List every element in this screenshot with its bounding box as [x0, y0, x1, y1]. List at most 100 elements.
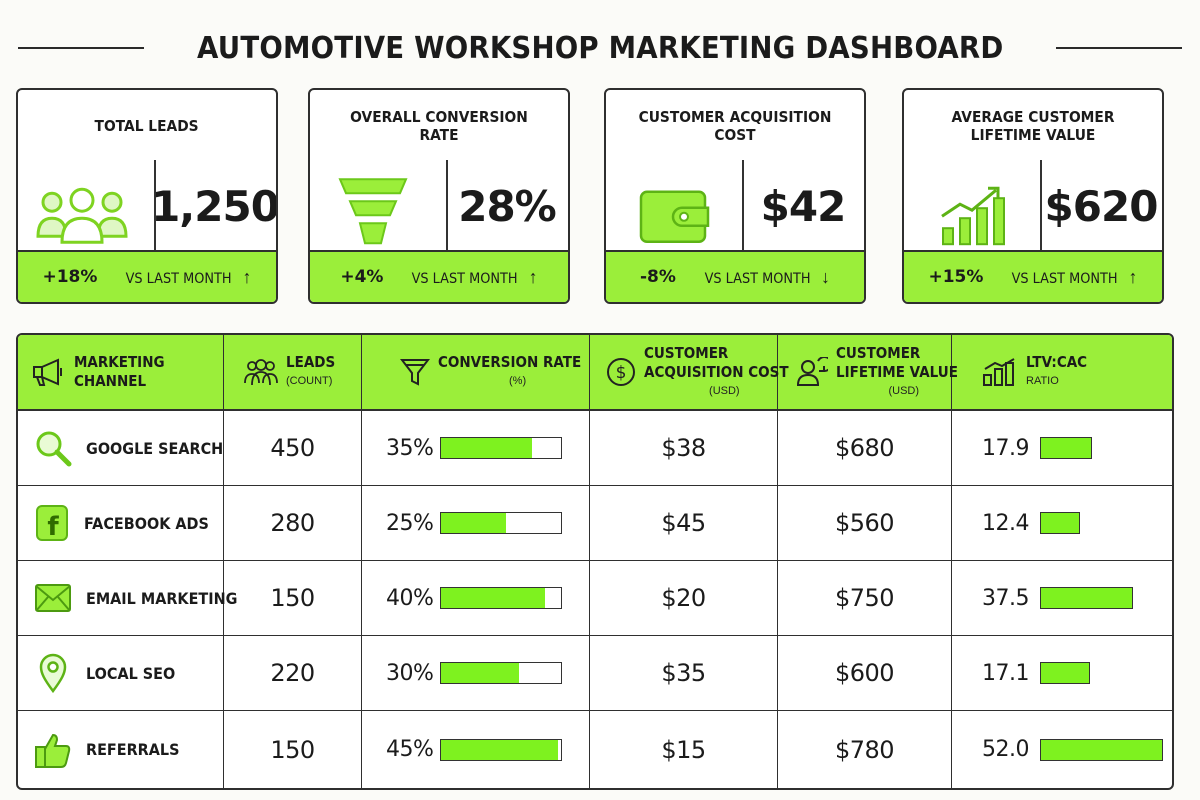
table-row: GOOGLE SEARCH 450 35% $38 $680 17.9 [18, 411, 1172, 486]
channel-label: LOCAL SEO [86, 663, 176, 683]
kpi-value: $620 [1044, 181, 1159, 231]
header-sub: (USD) [888, 384, 920, 397]
growth-chart-icon [940, 184, 1006, 246]
header-ratio: LTV:CAC RATIO [952, 335, 1172, 409]
dollar-icon: $ [606, 357, 636, 387]
header-label: MARKETING [74, 353, 165, 371]
conversion-cell: 25% [362, 486, 590, 560]
ltv-value: $780 [834, 735, 895, 764]
funnel-icon [400, 357, 430, 387]
conversion-value: 25% [386, 510, 434, 536]
header-label: CHANNEL [74, 372, 147, 390]
cac-cell: $20 [590, 561, 778, 635]
leads-cell: 450 [224, 411, 362, 485]
arrow-up-icon: ↑ [1128, 266, 1138, 287]
ratio-value: 17.9 [982, 435, 1029, 461]
leads-cell: 280 [224, 486, 362, 560]
ltv-cell: $560 [778, 486, 952, 560]
title-rule-right [1056, 47, 1183, 49]
ratio-cell: 17.1 [952, 636, 1172, 710]
cac-value: $38 [661, 434, 706, 462]
kpi-divider [446, 160, 448, 252]
kpi-card-conversion-rate: OVERALL CONVERSION RATE 28% +4% VS LAST … [308, 88, 570, 304]
ratio-bar [1040, 437, 1092, 459]
ratio-bar [1040, 587, 1133, 609]
conversion-value: 30% [386, 660, 434, 686]
arrow-up-icon: ↑ [528, 266, 538, 287]
channel-cell: REFERRALS [18, 711, 224, 788]
thumbs-up-icon [34, 731, 72, 769]
header-sub: (USD) [709, 384, 740, 397]
conversion-bar-fill [441, 663, 520, 683]
channel-cell: f FACEBOOK ADS [18, 486, 224, 560]
users-icon [244, 357, 278, 387]
ratio-value: 12.4 [982, 510, 1029, 536]
title-rule-left [18, 47, 144, 49]
header-label: CONVERSION RATE [438, 353, 582, 371]
funnel-icon [338, 175, 408, 247]
megaphone-icon [32, 357, 66, 387]
conversion-value: 45% [386, 737, 434, 762]
conversion-value: 35% [386, 435, 434, 461]
ltv-value: $600 [834, 659, 895, 687]
conversion-bar [440, 662, 562, 684]
conversion-bar-fill [441, 739, 559, 760]
table-header: MARKETING CHANNEL LEADS (COUNT) [18, 335, 1172, 411]
leads-value: 280 [270, 509, 315, 537]
conversion-bar-fill [441, 588, 546, 608]
header-label: LEADS [286, 353, 336, 371]
kpi-vs-label: VS LAST MONTH [704, 270, 811, 287]
kpi-card-acquisition-cost: CUSTOMER ACQUISITION COST $42 -8% VS LAS… [604, 88, 866, 304]
map-pin-icon [34, 653, 72, 693]
kpi-divider [742, 160, 744, 252]
envelope-icon [34, 583, 72, 613]
kpi-card-total-leads: TOTAL LEADS 1,250 +18% VS LAST MONTH ↑ [16, 88, 278, 304]
kpi-change: +15% [928, 267, 984, 287]
kpi-footer: -8% VS LAST MONTH ↓ [606, 250, 864, 302]
ratio-value: 17.1 [982, 660, 1029, 686]
channel-cell: LOCAL SEO [18, 636, 224, 710]
cac-cell: $45 [590, 486, 778, 560]
channel-label: GOOGLE SEARCH [86, 438, 224, 458]
ratio-cell: 17.9 [952, 411, 1172, 485]
header-ltv: CUSTOMER LIFETIME VALUE (USD) [778, 335, 958, 409]
kpi-change: +4% [340, 267, 384, 287]
kpi-footer: +15% VS LAST MONTH ↑ [904, 250, 1162, 302]
ltv-cell: $750 [778, 561, 952, 635]
user-refresh-icon [796, 357, 828, 387]
leads-value: 220 [270, 659, 315, 687]
conversion-bar [440, 512, 562, 534]
arrow-down-icon: ↓ [821, 266, 831, 287]
header-sub: RATIO [1026, 375, 1059, 387]
channel-table: MARKETING CHANNEL LEADS (COUNT) [16, 333, 1174, 790]
header-label: CUSTOMER [644, 343, 729, 362]
wallet-icon [638, 188, 710, 246]
ltv-value: $750 [834, 584, 895, 612]
ratio-value: 52.0 [982, 737, 1029, 762]
ratio-cell: 12.4 [952, 486, 1172, 560]
cac-value: $20 [661, 584, 706, 612]
conversion-cell: 40% [362, 561, 590, 635]
kpi-change: -8% [639, 267, 676, 287]
ratio-bar [1040, 662, 1090, 684]
cac-value: $35 [661, 659, 706, 687]
channel-label: REFERRALS [86, 740, 180, 759]
leads-cell: 150 [224, 711, 362, 788]
ltv-cell: $680 [778, 411, 952, 485]
conversion-cell: 30% [362, 636, 590, 710]
channel-label: EMAIL MARKETING [86, 588, 238, 608]
title-row: AUTOMOTIVE WORKSHOP MARKETING DASHBOARD [18, 26, 1183, 70]
channel-cell: GOOGLE SEARCH [18, 411, 224, 485]
ltv-cell: $780 [778, 711, 952, 788]
cac-value: $15 [661, 735, 706, 764]
kpi-change: +18% [42, 267, 98, 287]
header-conversion: CONVERSION RATE (%) [362, 335, 590, 409]
bar-chart-icon [982, 357, 1018, 387]
ratio-bar [1040, 512, 1081, 534]
leads-cell: 220 [224, 636, 362, 710]
leads-value: 450 [270, 434, 315, 462]
ratio-cell: 37.5 [952, 561, 1172, 635]
cac-cell: $38 [590, 411, 778, 485]
kpi-vs-label: VS LAST MONTH [125, 270, 232, 287]
ltv-value: $680 [834, 434, 895, 462]
